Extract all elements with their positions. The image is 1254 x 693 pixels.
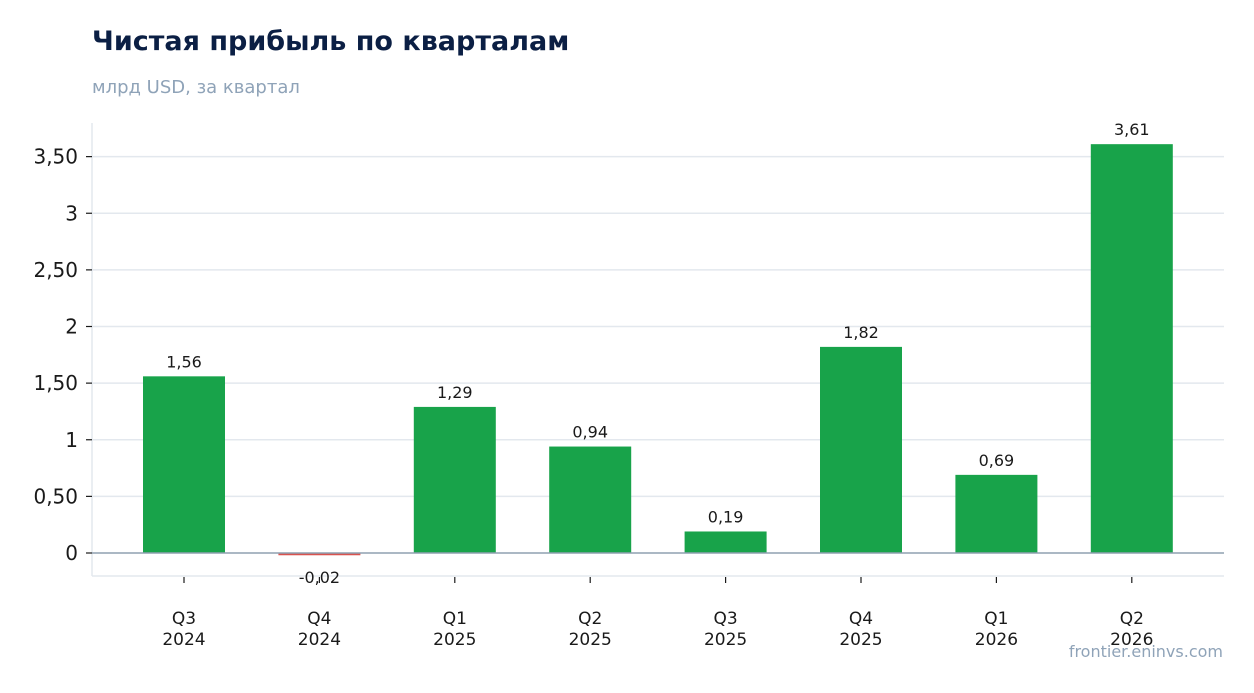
x-tick-label-line: 2024 (298, 630, 341, 650)
bar (1090, 144, 1173, 554)
y-tick-label: 1,50 (33, 371, 78, 395)
x-tick-label-line: Q3 (713, 609, 737, 629)
x-tick-label-line: 2025 (704, 630, 747, 650)
x-tick-label: Q2 2025 (569, 609, 612, 650)
y-tick-label: 3 (65, 201, 78, 225)
x-tick-label-line: Q3 (172, 609, 196, 629)
x-tick-label: Q1 2026 (975, 609, 1018, 650)
value-label: 3,61 (1114, 120, 1150, 139)
value-label: 0,94 (572, 423, 608, 442)
grid-lines (92, 155, 1224, 498)
x-tick-label-line: Q4 (849, 609, 873, 629)
bar (684, 531, 767, 553)
y-tick-label: 2,50 (33, 258, 78, 282)
chart-subtitle: млрд USD, за квартал (92, 77, 300, 98)
plot-frame (91, 123, 1224, 577)
x-tick-label-line: Q4 (307, 609, 331, 629)
bar (955, 474, 1038, 553)
value-label: 1,82 (843, 323, 879, 342)
x-tick-label-line: 2025 (569, 630, 612, 650)
x-tick-label: Q1 2025 (433, 609, 476, 650)
value-label: 1,29 (437, 383, 473, 402)
x-tick-label-line: 2025 (839, 630, 882, 650)
y-tick-label: 0,50 (33, 484, 78, 508)
x-tick-label-line: Q2 (1120, 609, 1144, 629)
x-tick-label: Q2 2026 (1110, 609, 1153, 650)
y-tick-label: 3,50 (33, 145, 78, 169)
x-tick-label-line: 2025 (433, 630, 476, 650)
value-label: 1,56 (166, 352, 202, 371)
x-tick-label: Q3 2024 (162, 609, 205, 650)
x-tick-label-line: Q1 (443, 609, 467, 629)
x-tick-label: Q3 2025 (704, 609, 747, 650)
y-tick-label: 0 (65, 541, 78, 565)
x-tick-label-line: 2026 (975, 630, 1018, 650)
y-axis: 0 0,50 1 1,50 2 2,50 3 3,50 (33, 145, 92, 565)
chart-title: Чистая прибыль по кварталам (92, 26, 570, 57)
bar (820, 346, 902, 553)
bars (143, 144, 1173, 556)
x-tick-label-line: 2024 (162, 630, 205, 650)
bar (549, 446, 632, 553)
x-tick-label-line: 2026 (1110, 630, 1153, 650)
value-label: 0,69 (979, 451, 1015, 470)
x-tick-label: Q4 2025 (839, 609, 882, 650)
source-note: frontier.eninvs.com (1068, 642, 1223, 661)
bar (413, 406, 496, 553)
x-tick-label-line: Q2 (578, 609, 602, 629)
bar (143, 376, 225, 553)
value-label: 0,19 (708, 507, 744, 526)
y-tick-label: 2 (65, 315, 78, 339)
y-tick-label: 1 (65, 428, 78, 452)
x-tick-label-line: Q1 (984, 609, 1008, 629)
bar (278, 553, 361, 556)
x-tick-label: Q4 2024 (298, 609, 341, 650)
